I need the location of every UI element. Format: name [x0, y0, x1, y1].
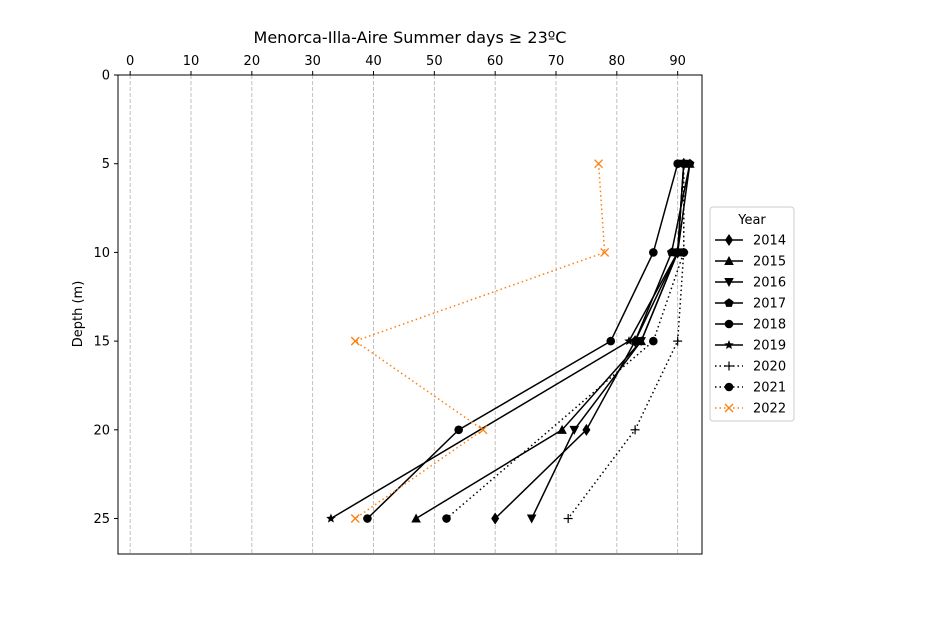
- x-stroke: [594, 159, 604, 169]
- legend-entry-2022: 2022: [715, 402, 786, 417]
- series-line-2019: [330, 163, 685, 520]
- data-point-2014: [491, 512, 500, 525]
- data-point-2019: [326, 513, 336, 523]
- data-point-2018: [363, 514, 372, 523]
- data-point-2021: [649, 336, 658, 346]
- legend-marker: [724, 256, 734, 265]
- data-point-2016: [569, 425, 580, 435]
- x-tick-label: 70: [548, 54, 565, 69]
- series-line-2021: [446, 163, 685, 520]
- x-tick-label: 50: [426, 54, 443, 69]
- y-tick-label: 20: [93, 423, 110, 438]
- data-point-2022: [350, 514, 360, 523]
- x-stroke: [350, 514, 360, 523]
- data-point-2020: [630, 425, 640, 435]
- legend-entry-2019: 2019: [715, 339, 786, 354]
- data-point-2022: [350, 336, 360, 346]
- plot-frame: [117, 74, 703, 555]
- legend-label: 2022: [753, 402, 786, 417]
- legend-marker: [724, 319, 734, 329]
- series-2021: [442, 159, 689, 523]
- x-tick-label: 80: [609, 54, 626, 69]
- data-point-2022: [478, 425, 488, 435]
- legend-label: 2017: [753, 297, 786, 312]
- y-tick-label: 0: [102, 69, 110, 84]
- data-point-2020: [563, 514, 573, 524]
- y-tick-label: 10: [93, 246, 110, 261]
- legend-entry-2021: 2021: [715, 381, 786, 396]
- y-axis-label: Depth (m): [71, 281, 86, 348]
- series-2014: [491, 157, 688, 525]
- x-tick-label: 0: [126, 54, 134, 69]
- legend-marker: [724, 382, 734, 392]
- data-point-2017: [630, 336, 640, 345]
- legend-label: 2020: [753, 360, 786, 375]
- legend-marker: [724, 361, 734, 371]
- data-point-2022: [600, 247, 610, 257]
- data-point-2015: [411, 513, 421, 523]
- y-tick-label: 5: [102, 157, 110, 172]
- legend-title: Year: [737, 213, 766, 228]
- legend-label: 2018: [753, 318, 786, 333]
- data-point-2018: [606, 336, 616, 346]
- legend-marker: [724, 403, 734, 413]
- series-2022: [350, 159, 610, 523]
- x-stroke: [350, 336, 360, 346]
- legend-marker: [724, 298, 734, 307]
- x-tick-label: 30: [304, 54, 321, 69]
- data-point-2018: [649, 248, 658, 257]
- data-point-2020: [673, 336, 683, 346]
- data-point-2021: [679, 248, 689, 257]
- x-tick-label: 40: [365, 54, 382, 69]
- data-point-2016: [526, 514, 537, 524]
- data-point-2015: [557, 424, 567, 434]
- series-2018: [363, 159, 682, 523]
- legend-label: 2019: [753, 339, 786, 354]
- legend-marker: [724, 278, 734, 287]
- x-tick-label: 10: [183, 54, 200, 69]
- legend-entry-2020: 2020: [715, 360, 786, 375]
- data-point-2021: [679, 159, 689, 169]
- series-line-2015: [415, 163, 691, 520]
- plot-area: 0 10 20 30 40 50 60 70 80 90 0 5 10 15 20 25: [93, 54, 703, 555]
- legend-label: 2016: [753, 276, 786, 291]
- data-point-2022: [594, 159, 604, 169]
- legend-entry-2016: 2016: [715, 276, 786, 291]
- x-tick-label: 60: [487, 54, 504, 69]
- legend-label: 2014: [753, 234, 786, 249]
- legend-marker: [724, 340, 734, 350]
- data-point-2017: [667, 247, 677, 257]
- series-line-2022: [353, 163, 606, 520]
- legend-label: 2015: [753, 255, 786, 270]
- data-point-2018: [454, 425, 463, 435]
- data-point-2014: [582, 423, 591, 436]
- y-tick-label: 25: [93, 512, 110, 527]
- x-tick-label: 90: [669, 54, 686, 69]
- legend: Year 2014 2015 2016 2017 2018 2019 2020 2021 2022: [709, 206, 795, 422]
- legend-entry-2014: 2014: [715, 234, 786, 249]
- legend-label: 2021: [753, 381, 786, 396]
- legend-entry-2017: 2017: [715, 297, 786, 312]
- data-point-2019: [624, 336, 634, 346]
- legend-entry-2015: 2015: [715, 255, 786, 270]
- x-stroke: [478, 425, 488, 435]
- y-tick-label: 15: [93, 335, 110, 350]
- x-stroke: [600, 247, 610, 257]
- data-point-2018: [673, 159, 682, 169]
- x-stroke: [724, 403, 734, 413]
- data-point-2021: [442, 514, 451, 523]
- legend-entry-2018: 2018: [715, 318, 786, 333]
- x-tick-label: 20: [244, 54, 261, 69]
- data-point-2019: [672, 247, 683, 257]
- chart-title: Menorca-Illa-Aire Summer days ≥ 23ºC: [254, 28, 567, 47]
- series-2020: [563, 159, 689, 524]
- legend-marker: [725, 234, 733, 246]
- series-line-2020: [567, 163, 685, 519]
